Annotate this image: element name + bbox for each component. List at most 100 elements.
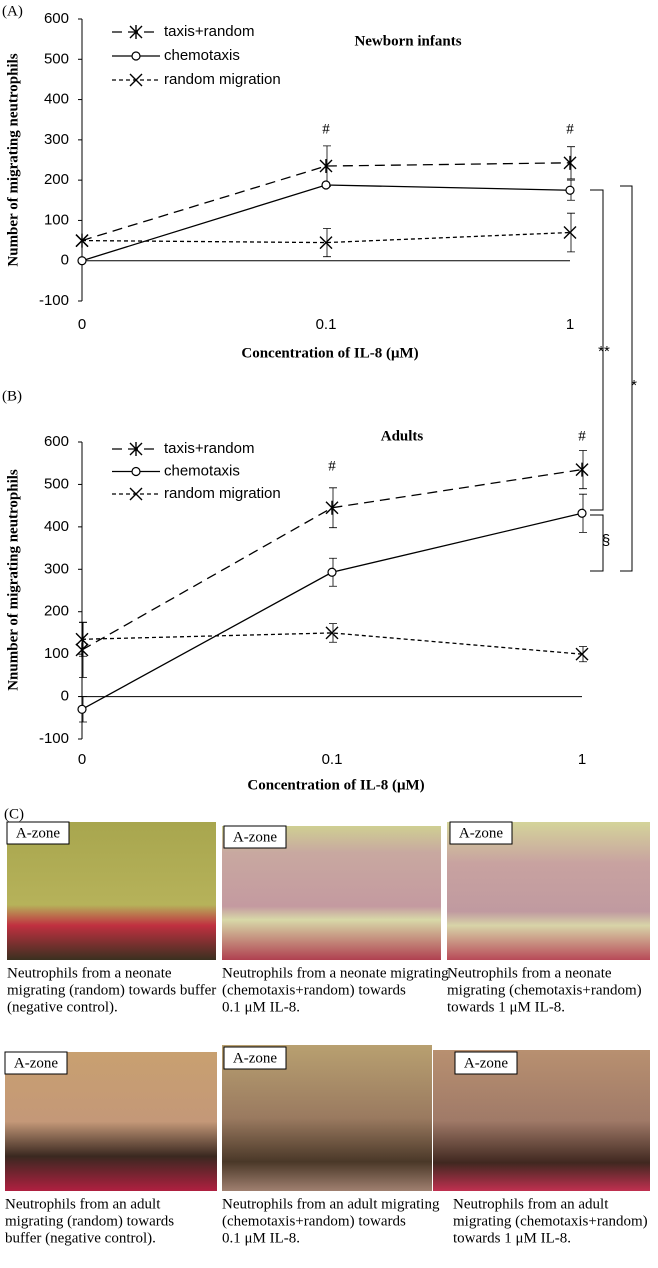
x-tick-label: 0 [78, 316, 86, 333]
caption-line: (negative control). [7, 999, 118, 1015]
zone-label: A-zone [464, 1055, 508, 1071]
x-tick-label: 1 [578, 751, 586, 768]
zone-label: A-zone [233, 1050, 277, 1066]
bracket [590, 189, 604, 511]
series-line [81, 162, 571, 242]
legend-marker [131, 51, 141, 61]
legend-marker [129, 25, 143, 39]
y-tick-label: 200 [44, 603, 69, 620]
zone-label-box [223, 825, 287, 849]
legend-label: random migration [164, 485, 281, 502]
panel-label: (B) [2, 388, 22, 404]
panel-label: (C) [4, 806, 24, 822]
series-line [81, 632, 583, 655]
y-tick-label: 600 [44, 433, 69, 450]
marker [77, 704, 87, 714]
marker [327, 567, 337, 577]
legend-marker [131, 466, 141, 477]
chart-title: Newborn infants [354, 33, 461, 49]
y-tick-label: 0 [61, 252, 69, 269]
significance-brackets [590, 185, 633, 572]
caption-line: Neutrophils from a neonate [447, 965, 612, 981]
series-line [81, 512, 583, 710]
y-tick-label: 600 [44, 10, 69, 27]
x-tick-label: 0.1 [322, 751, 343, 768]
panel-label: (A) [2, 3, 23, 19]
error-bar [329, 623, 337, 643]
x-tick-label: 0 [78, 751, 86, 768]
y-tick-label: 300 [44, 560, 69, 577]
micrograph [447, 822, 650, 960]
x-axis-label: Concentration of IL-8 (μM) [241, 345, 418, 361]
bracket [620, 185, 633, 572]
error-bar [579, 450, 587, 490]
marker [565, 185, 575, 195]
marker [563, 155, 577, 170]
caption-line: (chemotaxis+random) towards [222, 982, 406, 998]
y-axis-label: Nnumber of migrating neutrophils [5, 469, 21, 691]
x-tick-label: 1 [566, 316, 574, 333]
y-tick-label: 0 [61, 688, 69, 705]
comparison-label: ** [598, 343, 610, 360]
micrograph [7, 822, 216, 960]
y-tick-label: 100 [44, 211, 69, 228]
bracket [590, 514, 604, 572]
marker [321, 180, 331, 190]
y-tick-label: -100 [39, 292, 69, 309]
caption-line: buffer (negative control). [5, 1230, 156, 1246]
annotation: # [322, 121, 330, 137]
error-bar [79, 621, 87, 657]
error-bar [329, 487, 337, 529]
zone-label-box [6, 821, 70, 845]
annotation: # [328, 458, 336, 474]
marker [575, 462, 589, 477]
y-axis-label: Number of migrating neutrophils [5, 53, 21, 266]
caption-line: Neutrophils from an adult migrating [222, 1196, 440, 1212]
caption-line: Neutrophils from an adult [5, 1196, 161, 1212]
marker [563, 226, 577, 240]
marker [319, 159, 333, 174]
marker [577, 508, 587, 518]
legend-marker [129, 73, 143, 87]
legend-marker [129, 442, 143, 456]
y-tick-label: 200 [44, 171, 69, 188]
caption-line: migrating (chemotaxis+random) [447, 982, 642, 998]
marker [325, 626, 339, 640]
marker [75, 234, 89, 248]
marker [75, 642, 89, 657]
caption-line: (chemotaxis+random) towards [222, 1213, 406, 1229]
y-tick-label: 400 [44, 518, 69, 535]
error-bar [579, 646, 587, 663]
legend-label: random migration [164, 71, 281, 88]
caption-line: migrating (random) towards buffer [7, 982, 216, 998]
x-tick-label: 0.1 [316, 316, 337, 333]
y-tick-label: 400 [44, 91, 69, 108]
zone-label-box [454, 1051, 518, 1075]
caption-line: Neutrophils from an adult [453, 1196, 609, 1212]
zone-label-box [4, 1051, 68, 1075]
legend-label: taxis+random [164, 440, 254, 457]
y-tick-label: -100 [39, 730, 69, 747]
caption-line: towards 1 μM IL-8. [453, 1230, 571, 1246]
legend-label: chemotaxis [164, 462, 240, 479]
x-axis-label: Concentration of IL-8 (μM) [247, 777, 424, 793]
chart-title: Adults [381, 428, 424, 444]
caption-line: 0.1 μM IL-8. [222, 1230, 300, 1246]
y-tick-label: 500 [44, 50, 69, 67]
marker [77, 256, 87, 266]
zone-label: A-zone [14, 1055, 58, 1071]
zone-label-box [223, 1046, 287, 1070]
caption-line: migrating (chemotaxis+random) [453, 1213, 648, 1229]
annotation: # [578, 428, 586, 444]
caption-line: towards 1 μM IL-8. [447, 999, 565, 1015]
marker [575, 647, 589, 661]
error-bar [323, 228, 331, 258]
marker [75, 632, 89, 646]
zone-label-box [449, 821, 513, 845]
comparison-label: * [631, 377, 637, 394]
series-line [81, 468, 583, 651]
zone-label: A-zone [233, 829, 277, 845]
caption-line: migrating (random) towards [5, 1213, 174, 1229]
error-bar [567, 146, 575, 180]
